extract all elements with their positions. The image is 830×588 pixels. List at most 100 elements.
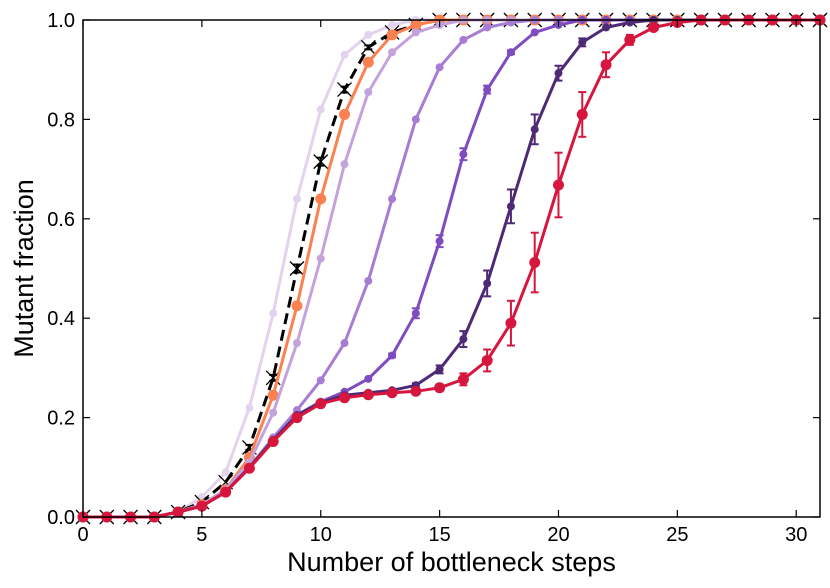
series-2 <box>77 14 826 523</box>
data-point <box>459 150 468 159</box>
data-point <box>388 194 397 203</box>
data-point <box>624 34 636 46</box>
series-line <box>83 18 820 519</box>
data-point <box>364 88 373 97</box>
series-line <box>83 18 820 519</box>
x-tick-label: 15 <box>428 524 450 546</box>
data-point <box>435 365 444 374</box>
data-point <box>434 382 446 394</box>
data-point <box>483 23 492 32</box>
y-axis-label: Mutant fraction <box>9 179 39 358</box>
data-point <box>648 21 660 33</box>
data-point <box>337 82 352 98</box>
data-point <box>267 389 279 401</box>
series-7 <box>77 14 826 523</box>
data-point <box>386 387 398 399</box>
data-point <box>315 398 327 410</box>
data-point <box>316 254 325 263</box>
series-3 <box>79 16 824 521</box>
y-tick-label: 0.8 <box>47 109 75 131</box>
series-line <box>83 18 820 519</box>
series-line <box>83 18 820 519</box>
series-line <box>83 18 820 519</box>
data-point <box>362 389 374 401</box>
data-point <box>481 354 493 366</box>
data-point <box>388 20 397 29</box>
data-point <box>530 28 539 37</box>
data-point <box>364 30 373 39</box>
series-line <box>83 18 820 519</box>
data-point <box>364 374 373 383</box>
data-point <box>340 50 349 59</box>
x-tick-label: 20 <box>547 524 569 546</box>
data-point <box>554 69 563 78</box>
data-point <box>411 28 420 37</box>
plot-frame <box>82 19 821 518</box>
series-4 <box>79 16 824 521</box>
data-point <box>339 392 351 404</box>
data-point <box>196 500 208 512</box>
data-point <box>315 193 327 205</box>
data-point <box>530 125 539 134</box>
data-point <box>435 237 444 246</box>
data-point <box>410 19 422 31</box>
y-tick-label: 0.6 <box>47 209 75 231</box>
data-point <box>457 373 469 385</box>
data-point <box>289 261 305 276</box>
x-tick-label: 5 <box>196 524 207 546</box>
data-point <box>340 160 349 169</box>
data-point <box>602 23 611 32</box>
data-point <box>339 108 351 120</box>
x-tick-label: 0 <box>77 524 88 546</box>
y-tick-label: 0.2 <box>47 408 75 430</box>
data-point <box>435 63 444 72</box>
data-point <box>411 309 420 318</box>
data-point <box>386 29 398 41</box>
data-point <box>292 339 301 348</box>
data-point <box>292 194 301 203</box>
series-layer <box>75 12 828 525</box>
data-point <box>360 39 376 55</box>
data-point <box>388 48 397 57</box>
data-point <box>552 179 564 191</box>
x-tick-label: 10 <box>310 524 332 546</box>
y-tick-label: 1.0 <box>47 10 75 32</box>
data-point <box>506 202 515 211</box>
data-point <box>313 154 329 170</box>
series-6 <box>79 16 824 521</box>
data-point <box>529 257 541 269</box>
series-line <box>83 18 820 519</box>
data-point <box>411 115 420 124</box>
series-5 <box>79 16 824 521</box>
data-point <box>267 435 279 447</box>
data-point <box>220 486 232 498</box>
data-point <box>459 35 468 44</box>
data-point <box>291 412 303 424</box>
data-point <box>340 339 349 348</box>
data-point <box>316 105 325 114</box>
data-point <box>362 56 374 68</box>
data-point <box>600 59 612 71</box>
data-point <box>459 335 468 344</box>
data-point <box>243 462 255 474</box>
data-point <box>172 506 184 518</box>
data-point <box>269 309 278 318</box>
data-point <box>291 300 303 312</box>
data-point <box>245 403 254 412</box>
data-point <box>221 468 230 477</box>
data-point <box>576 108 588 120</box>
y-tick-label: 0.4 <box>47 308 75 330</box>
x-tick-label: 30 <box>785 524 807 546</box>
series-1 <box>75 12 828 525</box>
tick-layer: 0 5 10 15 20 25 30 0.0 0.2 0.4 0.6 0.8 1.0 <box>47 10 820 546</box>
data-point <box>505 317 517 329</box>
x-axis-label: Number of bottleneck steps <box>287 547 616 577</box>
data-point <box>269 408 278 417</box>
series-line <box>83 18 820 519</box>
data-point <box>388 351 397 360</box>
x-tick-label: 25 <box>666 524 688 546</box>
data-point <box>506 48 515 57</box>
y-tick-label: 0.0 <box>47 507 75 529</box>
data-point <box>483 85 492 94</box>
